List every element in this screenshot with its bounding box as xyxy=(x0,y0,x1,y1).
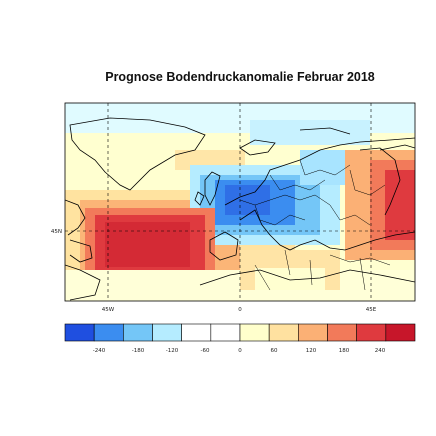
colorbar-tick-label: -180 xyxy=(132,348,145,354)
anomaly-field xyxy=(65,103,415,301)
colorbar-swatch xyxy=(298,323,328,342)
colorbar: -240 -180 -120 -60 0 60 120 180 240 xyxy=(64,323,416,354)
colorbar-tick-label: 180 xyxy=(339,348,350,354)
colorbar-swatch xyxy=(239,323,270,342)
colorbar-tick-label: 60 xyxy=(271,348,278,354)
lon-tick-label: 0 xyxy=(238,307,242,313)
colorbar-tick-label: 240 xyxy=(375,348,386,354)
colorbar-swatch xyxy=(385,323,416,342)
map-frame xyxy=(64,102,416,302)
colorbar-tick-label: -60 xyxy=(201,348,210,354)
colorbar-swatch xyxy=(123,323,153,342)
colorbar-swatch xyxy=(181,323,212,342)
lon-tick-label: 45E xyxy=(366,307,377,313)
colorbar-swatch xyxy=(210,323,241,342)
lon-tick-label: 45W xyxy=(102,307,115,313)
colorbar-tick-label: 120 xyxy=(306,348,317,354)
colorbar-swatch xyxy=(64,323,95,342)
colorbar-swatch xyxy=(93,323,124,342)
colorbar-tick-label: -120 xyxy=(166,348,179,354)
colorbar-swatch xyxy=(356,323,387,342)
colorbar-tick-label: 0 xyxy=(238,348,242,354)
lat-tick-label: 45N xyxy=(51,229,62,235)
map-title: Prognose Bodendruckanomalie Februar 2018 xyxy=(105,70,375,84)
colorbar-swatch xyxy=(152,323,182,342)
colorbar-swatch xyxy=(327,323,357,342)
colorbar-tick-label: -240 xyxy=(93,348,106,354)
colorbar-swatch xyxy=(268,323,299,342)
